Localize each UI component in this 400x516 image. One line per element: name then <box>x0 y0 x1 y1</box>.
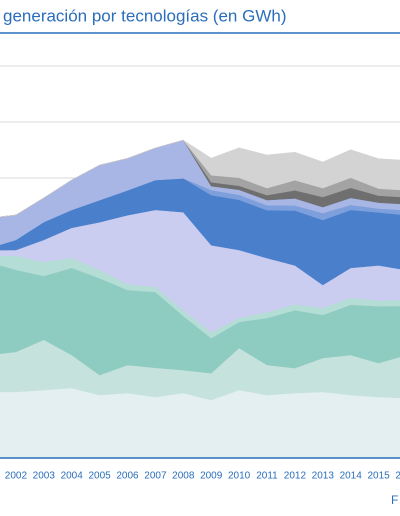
chart-title: generación por tecnologías (en GWh) <box>3 6 287 25</box>
area <box>0 139 400 218</box>
x-tick-label: 2003 <box>33 471 56 482</box>
x-axis: 2002 2003 2004 2005 2006 2007 2008 2009 2010 2011… <box>0 457 400 482</box>
x-tick-label: 2016 <box>395 471 400 482</box>
area <box>0 387 400 459</box>
x-tick-label: 2007 <box>144 471 167 482</box>
x-tick-label: 2006 <box>116 471 139 482</box>
x-tick-label: 2011 <box>256 471 278 482</box>
x-tick-label: 2015 <box>367 471 390 482</box>
x-tick-label: 2012 <box>284 471 307 482</box>
x-tick-label: 2013 <box>312 471 335 482</box>
x-tick-label: 2002 <box>5 471 28 482</box>
areas <box>0 139 400 459</box>
x-tick-label: 2014 <box>340 471 363 482</box>
x-tick-label: 2010 <box>228 471 251 482</box>
x-tick-label: 2009 <box>200 471 223 482</box>
x-tick-label: 2008 <box>172 471 195 482</box>
x-tick-label: 2005 <box>88 471 111 482</box>
x-tick-label: 2004 <box>61 471 84 482</box>
source: F <box>391 493 398 507</box>
